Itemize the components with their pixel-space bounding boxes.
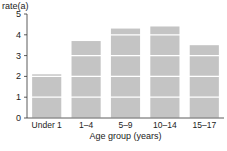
grid-line [27,117,224,118]
x-axis [27,118,224,119]
y-tick [24,14,27,15]
x-tick-label: 5–9 [118,120,132,130]
grid-line [27,13,224,14]
y-tick [24,76,27,77]
bar [111,29,140,118]
x-tick-label: 10–14 [153,120,177,130]
y-tick [24,34,27,35]
y-tick [24,118,27,119]
grid-line [27,76,224,77]
y-tick-label: 3 [16,51,21,61]
y-tick-label: 4 [16,30,21,40]
x-tick-label: 15–17 [192,120,216,130]
x-tick-label: Under 1 [32,120,63,130]
chart: rate(a)012345Under 11–45–910–1415–17Age … [0,0,227,151]
y-tick [24,55,27,56]
y-tick-label: 2 [16,71,21,81]
x-label: Age group (years) [89,131,161,141]
grid-line [27,97,224,98]
y-axis [27,14,28,118]
grid-line [27,55,224,56]
bars [32,26,219,118]
grid-line [27,34,224,35]
bar [150,26,179,118]
bar [32,74,61,118]
x-tick-label: 1–4 [79,120,93,130]
bar [72,41,101,118]
y-tick-label: 1 [16,92,21,102]
y-tick-label: 5 [16,9,21,19]
y-tick-label: 0 [16,113,21,123]
y-tick [24,97,27,98]
